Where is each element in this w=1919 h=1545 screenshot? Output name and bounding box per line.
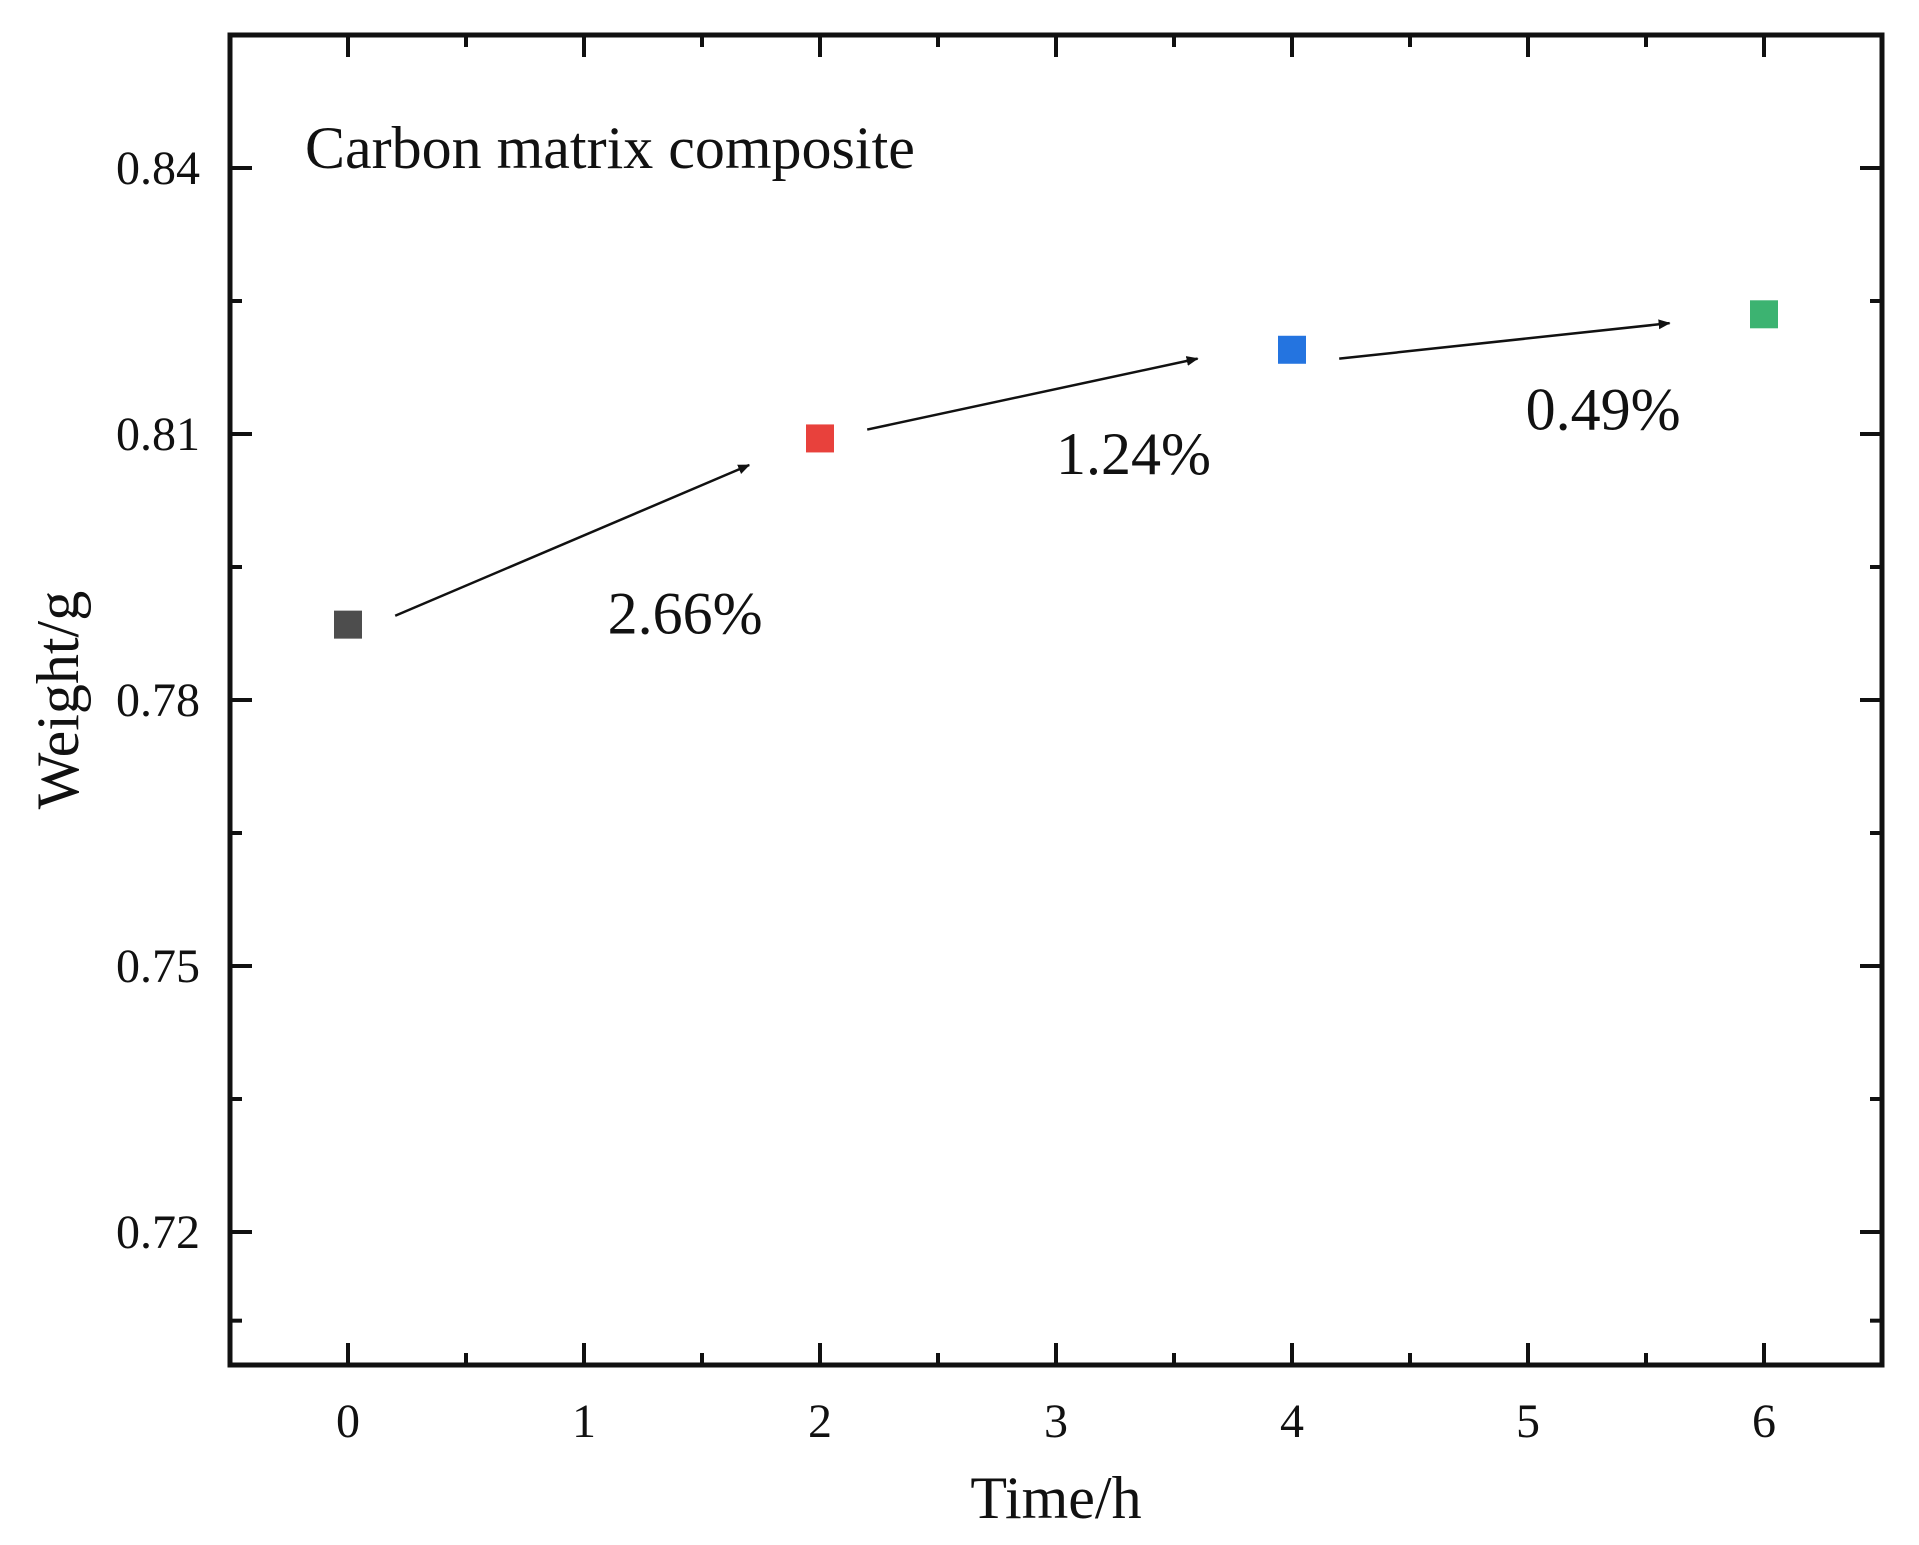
x-tick-label: 3 [1044,1395,1068,1448]
x-tick-label: 0 [336,1395,360,1448]
x-tick-label: 1 [572,1395,596,1448]
y-tick-label: 0.78 [116,674,200,727]
data-point [806,424,834,453]
annotation-label: 2.66% [608,581,763,647]
y-tick-label: 0.75 [116,940,200,993]
data-points [334,300,1778,639]
x-tick-label: 6 [1752,1395,1776,1448]
plot-frame [227,32,1885,1368]
y-tick-label: 0.72 [116,1206,200,1259]
data-point [334,610,362,639]
annotation-arrow [394,463,751,617]
x-tick-label: 4 [1280,1395,1304,1448]
annotation-label: 1.24% [1056,421,1211,487]
annotation-label: 0.49% [1526,377,1681,443]
y-axis-label: Weight/g [25,591,91,809]
y-axis-ticks: 0.72 0.75 0.78 0.81 0.84 [116,142,1882,1323]
annotation-arrow [1339,319,1671,360]
y-tick-label: 0.81 [116,408,200,461]
x-axis-label: Time/h [970,1465,1141,1531]
chart-title: Carbon matrix composite [305,115,915,181]
annotation-arrow [866,356,1199,431]
x-tick-label: 5 [1516,1395,1540,1448]
data-point [1278,335,1306,364]
x-axis-ticks: 0 1 2 3 4 5 6 [336,35,1776,1448]
data-point [1750,300,1778,329]
annotations: 2.66% 1.24% 0.49% [394,319,1681,647]
x-tick-label: 2 [808,1395,832,1448]
y-tick-label: 0.84 [116,142,200,195]
